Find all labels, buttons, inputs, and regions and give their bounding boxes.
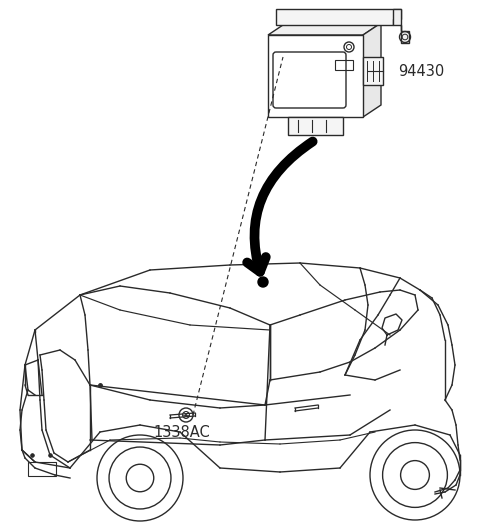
Polygon shape [268, 23, 381, 35]
Bar [288, 117, 343, 135]
Polygon shape [363, 23, 381, 117]
Bar [28, 462, 56, 476]
Polygon shape [268, 35, 363, 117]
Polygon shape [276, 9, 401, 25]
Bar [363, 57, 383, 85]
Text: 1338AC: 1338AC [153, 425, 210, 440]
FancyArrowPatch shape [247, 141, 312, 272]
Text: 94430: 94430 [398, 64, 444, 78]
Circle shape [258, 277, 268, 287]
Bar [335, 60, 353, 70]
Polygon shape [393, 9, 409, 43]
